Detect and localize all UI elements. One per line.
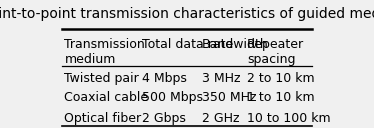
Text: Coaxial cable: Coaxial cable <box>64 91 148 104</box>
Text: Optical fiber: Optical fiber <box>64 112 141 125</box>
Text: Point-to-point transmission characteristics of guided media: Point-to-point transmission characterist… <box>0 7 374 22</box>
Text: Repeater
spacing: Repeater spacing <box>247 38 304 66</box>
Text: Bandwidth: Bandwidth <box>202 38 269 51</box>
Text: 1 to 10 km: 1 to 10 km <box>247 91 315 104</box>
Text: 10 to 100 km: 10 to 100 km <box>247 112 331 125</box>
Text: Twisted pair: Twisted pair <box>64 72 139 85</box>
Text: 3 MHz: 3 MHz <box>202 72 240 85</box>
Text: 500 Mbps: 500 Mbps <box>142 91 203 104</box>
Text: 2 GHz: 2 GHz <box>202 112 239 125</box>
Text: 4 Mbps: 4 Mbps <box>142 72 187 85</box>
Text: 350 MHz: 350 MHz <box>202 91 257 104</box>
Text: Transmission
medium: Transmission medium <box>64 38 145 66</box>
Text: 2 Gbps: 2 Gbps <box>142 112 186 125</box>
Text: Total data rate: Total data rate <box>142 38 233 51</box>
Text: 2 to 10 km: 2 to 10 km <box>247 72 315 85</box>
